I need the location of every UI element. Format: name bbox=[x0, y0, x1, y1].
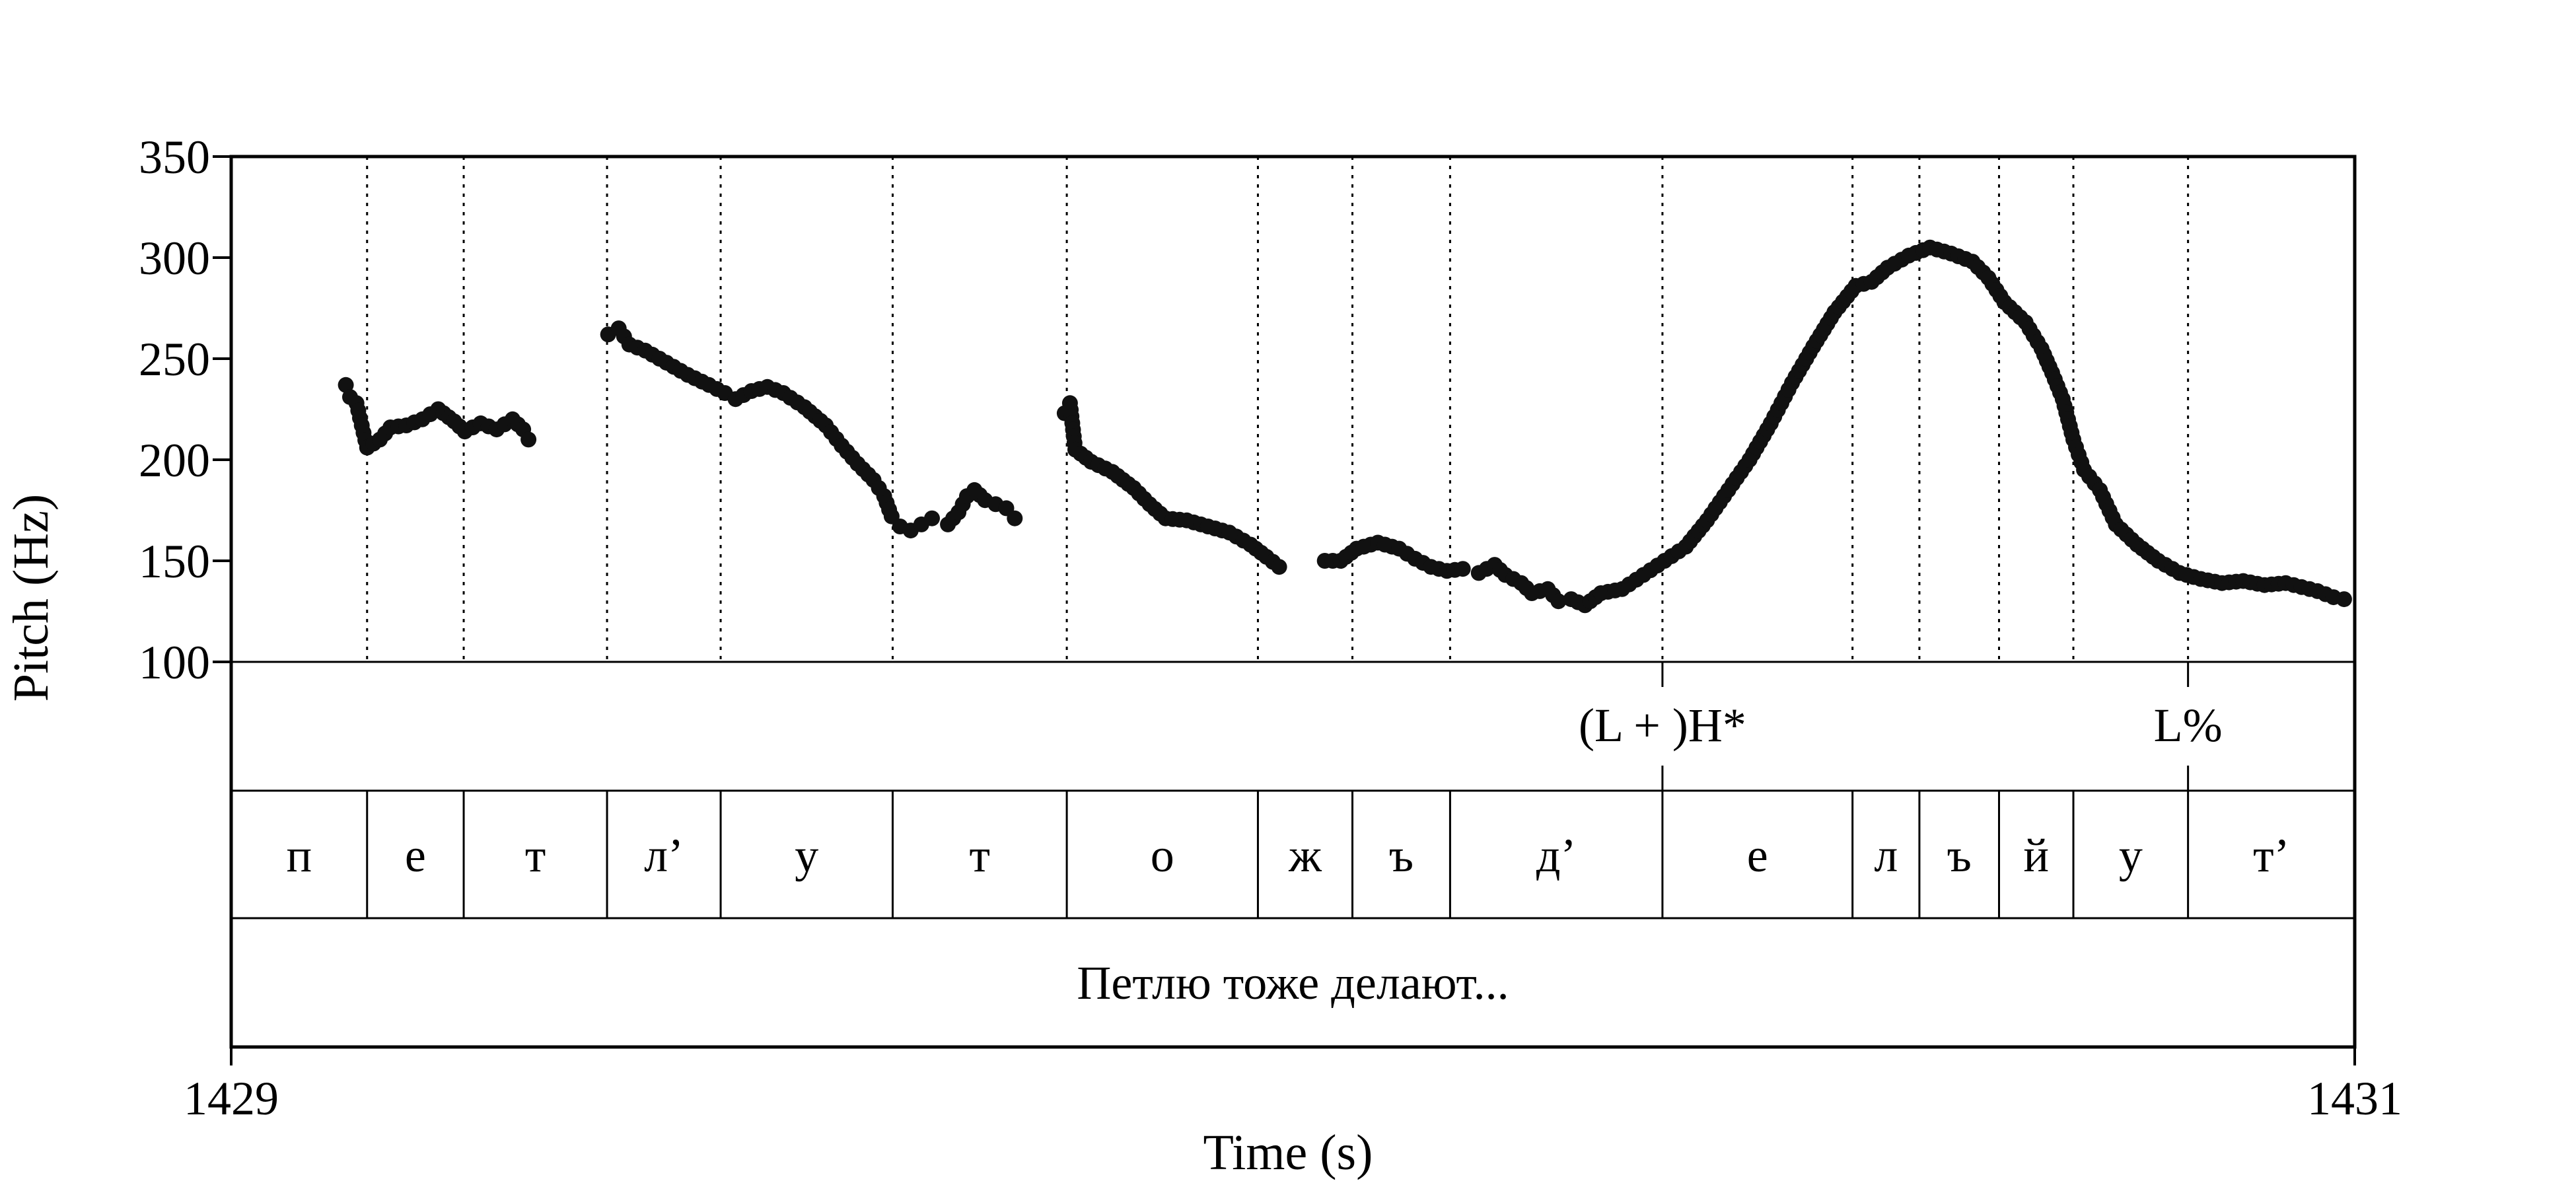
tone-label: L% bbox=[2154, 699, 2223, 752]
plot-frame bbox=[229, 155, 2357, 1049]
pitch-point bbox=[338, 377, 354, 393]
segment-label: е bbox=[1747, 829, 1768, 882]
pitch-point bbox=[1007, 510, 1023, 526]
segment-label: т bbox=[970, 829, 990, 882]
pitch-point bbox=[1271, 559, 1287, 575]
frame-rect bbox=[229, 155, 2357, 1049]
segment-label: т bbox=[525, 829, 546, 882]
segment-label: у bbox=[795, 829, 818, 882]
y-tick-label: 350 bbox=[139, 131, 210, 184]
segment-label: т’ bbox=[2253, 829, 2289, 882]
segment-label: л’ bbox=[644, 829, 684, 882]
pitch-point bbox=[924, 510, 940, 526]
segment-label: о bbox=[1151, 829, 1174, 882]
axis-ticks: 100 150 200 250 300 350 1429 1431 bbox=[139, 131, 2402, 1125]
segment-label: ъ bbox=[1389, 829, 1413, 882]
y-axis-title: Pitch (Hz) bbox=[3, 494, 59, 702]
x-tick-label: 1431 bbox=[2307, 1072, 2402, 1125]
segment-label: п bbox=[287, 829, 312, 882]
segment-label: ж bbox=[1288, 829, 1322, 882]
pitch-point bbox=[520, 431, 537, 448]
tone-label: (L + )H* bbox=[1579, 699, 1746, 752]
y-tick-label: 150 bbox=[139, 535, 210, 588]
y-tick-label: 250 bbox=[139, 333, 210, 386]
segment-label: л bbox=[1874, 829, 1898, 882]
y-tick-label: 100 bbox=[139, 636, 210, 689]
segment-label: й bbox=[2023, 829, 2049, 882]
pitch-point bbox=[1454, 561, 1471, 577]
segment-label: д’ bbox=[1536, 829, 1577, 882]
y-tick-label: 200 bbox=[139, 434, 210, 487]
segment-label: ъ bbox=[1947, 829, 1972, 882]
segment-label: у bbox=[2119, 829, 2143, 882]
boundary-gridlines bbox=[366, 157, 2190, 662]
pitch-point bbox=[1550, 593, 1567, 610]
pitch-points bbox=[338, 239, 2352, 614]
y-tick-label: 300 bbox=[139, 232, 210, 285]
segment-label: е bbox=[405, 829, 426, 882]
annotation-tiers: (L + )H* L%п е т л’ у т о ж ъ д’ е л ъ й у т’Петлю тоже … bbox=[287, 662, 2290, 1009]
x-tick-label: 1429 bbox=[184, 1072, 279, 1125]
pitch-point bbox=[2336, 591, 2352, 608]
x-axis-title: Time (s) bbox=[1203, 1125, 1373, 1180]
utterance-label: Петлю тоже делают... bbox=[1077, 956, 1509, 1009]
